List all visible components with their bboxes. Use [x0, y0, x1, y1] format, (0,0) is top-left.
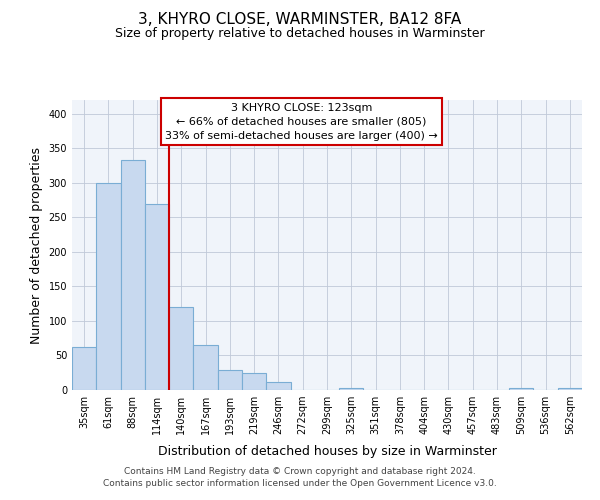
Text: Size of property relative to detached houses in Warminster: Size of property relative to detached ho…: [115, 28, 485, 40]
Bar: [72, 346, 96, 390]
Bar: [266, 382, 290, 390]
Bar: [218, 370, 242, 390]
Text: Contains HM Land Registry data © Crown copyright and database right 2024.
Contai: Contains HM Land Registry data © Crown c…: [103, 466, 497, 487]
Text: 3, KHYRO CLOSE, WARMINSTER, BA12 8FA: 3, KHYRO CLOSE, WARMINSTER, BA12 8FA: [139, 12, 461, 28]
Bar: [121, 160, 145, 390]
Bar: [242, 374, 266, 390]
Bar: [558, 388, 582, 390]
Bar: [509, 388, 533, 390]
Bar: [339, 388, 364, 390]
Y-axis label: Number of detached properties: Number of detached properties: [30, 146, 43, 344]
Text: 3 KHYRO CLOSE: 123sqm
← 66% of detached houses are smaller (805)
33% of semi-det: 3 KHYRO CLOSE: 123sqm ← 66% of detached …: [165, 103, 438, 141]
Bar: [145, 204, 169, 390]
Bar: [169, 307, 193, 390]
X-axis label: Distribution of detached houses by size in Warminster: Distribution of detached houses by size …: [158, 446, 496, 458]
Bar: [193, 345, 218, 390]
Bar: [96, 183, 121, 390]
